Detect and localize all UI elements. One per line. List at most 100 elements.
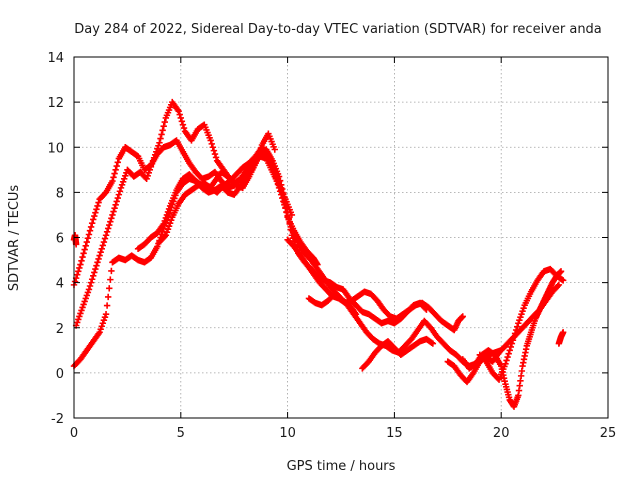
data-point [78,307,85,314]
data-point [85,231,93,238]
data-point [209,144,217,151]
data-point [86,227,94,234]
data-point [75,268,82,275]
data-point [159,127,166,134]
data-point [211,150,219,158]
data-point [165,223,173,230]
data-point [106,221,113,229]
data-point [504,353,511,361]
data-point [113,162,120,170]
data-point [459,313,466,320]
data-point [83,292,91,299]
data-point [108,267,115,275]
series-track-b [72,98,278,329]
data-point [161,118,168,126]
data-point [517,314,524,321]
data-point [77,261,84,268]
data-point [81,246,88,253]
data-point [148,160,156,167]
data-point [156,139,163,146]
y-tick-label: 12 [47,96,64,111]
data-point [510,333,518,340]
data-point [79,253,86,261]
data-point [283,209,290,216]
data-point [272,169,280,177]
data-point [74,271,81,278]
data-point [178,118,186,125]
data-point [122,172,129,180]
data-point [518,311,525,318]
data-point [98,245,105,252]
data-point [275,178,283,186]
x-tick-label: 15 [386,426,403,441]
y-tick-label: 4 [56,277,64,292]
x-tick-label: 25 [600,426,617,441]
data-point [104,293,112,301]
data-point [108,215,115,222]
data-point [96,329,103,336]
data-point [87,223,95,231]
data-point [559,277,567,284]
data-point [82,295,89,302]
data-point [95,199,102,206]
data-point [101,314,109,321]
series-track-j [476,265,567,383]
data-point [155,142,162,149]
data-point [147,163,155,171]
data-point [103,228,111,236]
x-tick-label: 20 [493,426,510,441]
data-point [106,285,113,292]
data-point [282,198,289,205]
data-point [210,147,218,154]
data-point [87,279,95,286]
data-point [104,225,112,232]
y-tick-label: 6 [56,232,64,247]
data-point [175,107,182,115]
data-point [116,188,124,195]
data-point [114,194,121,202]
data-point [109,211,116,219]
data-point [161,233,168,240]
data-point [502,360,509,368]
y-tick-label: -2 [51,412,64,427]
data-point [162,232,170,239]
data-point [153,148,160,155]
data-point [100,317,108,324]
data-point [264,149,271,157]
data-point [101,235,109,242]
x-tick-label: 0 [70,426,78,441]
data-point [86,282,94,290]
data-point [162,214,170,222]
data-point [314,261,321,268]
data-point [161,217,168,225]
series-track-h [359,335,437,372]
x-tick-label: 5 [177,426,185,441]
data-point [91,269,98,276]
data-point [165,205,173,213]
data-point [107,276,114,283]
data-point [279,189,286,196]
data-point [80,250,87,257]
data-point [71,278,79,285]
data-point [98,323,105,330]
data-point [80,301,87,308]
data-point [160,220,167,228]
data-point [164,208,172,216]
data-point [146,166,154,174]
data-point [112,166,119,174]
data-point [99,320,107,327]
data-point [111,170,118,177]
data-point [92,265,99,273]
data-point [75,316,82,323]
series-track-f [284,236,466,334]
data-point [100,238,108,246]
data-point [163,229,171,236]
series-track-l [555,329,567,347]
data-point [507,343,515,351]
data-point [84,289,92,296]
data-point [514,323,521,330]
data-point [82,242,89,249]
data-point [88,220,96,227]
data-point [93,206,100,213]
